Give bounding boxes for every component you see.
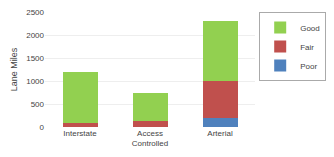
- svg-text:1500: 1500: [26, 54, 44, 63]
- svg-text:Good: Good: [300, 24, 320, 33]
- svg-text:Fair: Fair: [300, 43, 314, 52]
- svg-text:Interstate: Interstate: [63, 129, 97, 138]
- svg-text:Lane Miles: Lane Miles: [9, 47, 19, 91]
- svg-text:Poor: Poor: [300, 62, 317, 71]
- svg-text:2000: 2000: [26, 31, 44, 40]
- svg-text:500: 500: [31, 100, 45, 109]
- svg-text:1000: 1000: [26, 77, 44, 86]
- svg-text:2500: 2500: [26, 8, 44, 17]
- svg-text:Arterial: Arterial: [207, 129, 233, 138]
- svg-text:0: 0: [40, 123, 45, 132]
- svg-text:AccessControlled: AccessControlled: [132, 129, 168, 148]
